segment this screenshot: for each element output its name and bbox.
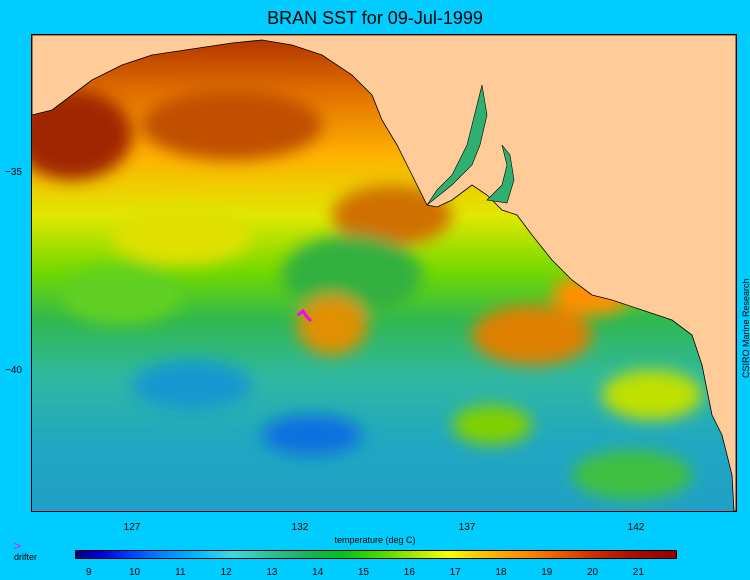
drifter-legend-label: drifter: [14, 552, 38, 562]
drifter-symbol-icon: >: [14, 539, 22, 553]
colorbar-tick-label: 18: [495, 567, 507, 578]
colorbar-tick-label: 16: [403, 567, 415, 578]
colorbar-tick-label: 20: [586, 567, 599, 578]
x-tick-label: 142: [627, 522, 645, 533]
colorbar-tick-label: 19: [541, 567, 553, 578]
credit-text: CSIRO Marine Research: [741, 278, 750, 378]
colorbar-tick-label: 21: [632, 567, 644, 578]
colorbar-tick-label: 15: [357, 567, 370, 578]
land-mass: [32, 35, 736, 511]
colorbar-tick-label: 14: [312, 567, 324, 578]
colorbar-tick-label: 9: [85, 567, 92, 578]
x-tick-label: 132: [291, 522, 309, 533]
drifter-track: [297, 308, 313, 323]
colorbar-tick-label: 13: [266, 567, 278, 578]
x-tick-label: 127: [123, 522, 141, 533]
y-tick-label: −40: [5, 365, 22, 376]
sst-eddies: [32, 90, 702, 500]
colorbar-tick-label: 11: [175, 567, 186, 578]
colorbar-tick-label: 10: [128, 567, 141, 578]
spencer-gulf: [426, 84, 488, 206]
colorbar-tick-label: 17: [449, 567, 461, 578]
colorbar-tick-label: 12: [220, 567, 232, 578]
y-tick-label: −35: [5, 167, 22, 178]
drifter-legend: > drifter: [14, 540, 37, 562]
axis-label: temperature (deg C): [334, 535, 416, 545]
temperature-colorbar: [75, 550, 677, 559]
gulf-st-vincent: [486, 144, 515, 204]
sst-map[interactable]: [31, 34, 737, 512]
sst-field: [32, 35, 736, 511]
x-tick-label: 137: [458, 522, 476, 533]
map-title: BRAN SST for 09-Jul-1999: [267, 8, 483, 28]
